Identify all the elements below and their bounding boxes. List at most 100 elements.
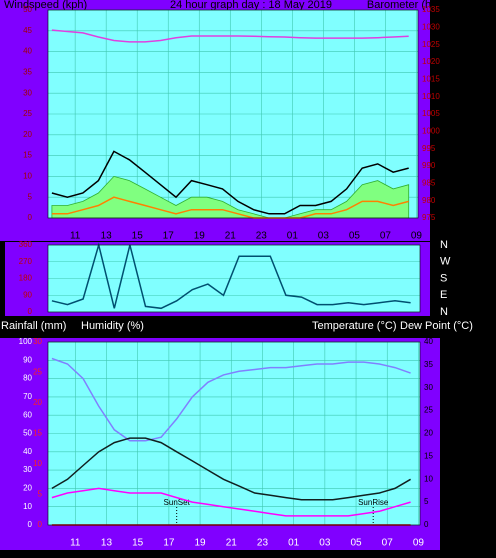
y-tick-label: 90	[23, 355, 32, 364]
x-tick-label: 13	[101, 231, 113, 242]
y-tick-label: 60	[23, 410, 32, 419]
y2-tick-label: 15	[424, 451, 433, 460]
y2-tick-label: 1025	[422, 40, 440, 49]
y-tick-label: 15	[23, 151, 32, 160]
x-tick-label: 21	[226, 538, 238, 549]
y2-tick-label: 980	[422, 196, 436, 205]
y2-tick-label: 35	[424, 360, 433, 369]
x-tick-label: 03	[318, 231, 330, 242]
x-tick-label: 03	[319, 538, 331, 549]
y2-tick-label: E	[440, 289, 447, 301]
x-tick-label: 23	[257, 538, 269, 549]
y2-tick-label: S	[440, 272, 447, 284]
y-tick-label: 100	[19, 337, 33, 346]
y-tick-label: 10	[23, 502, 32, 511]
y-tick-label: 45	[23, 26, 32, 35]
plot-border	[47, 244, 421, 313]
y2-label: Barometer (hpa)	[367, 0, 447, 11]
y-label: Humidity (%)	[81, 320, 144, 332]
area	[51, 175, 410, 219]
y2-tick-label: 30	[424, 383, 433, 392]
y-tick-label: 30	[23, 465, 32, 474]
y2-tick-label: 1000	[422, 126, 440, 135]
plot-border	[47, 341, 421, 526]
x-tick-label: 17	[163, 538, 175, 549]
line	[51, 196, 409, 219]
y2-tick-label: 1010	[422, 92, 440, 101]
y2-tick-label: 985	[422, 178, 436, 187]
y-tick-label: 0	[28, 307, 33, 316]
y-tick-label: 270	[19, 257, 33, 266]
y2-tick-label: W	[440, 256, 451, 268]
y3-tick-label: 25	[33, 368, 42, 377]
y2-tick-label: N	[440, 306, 448, 318]
y-tick-label: 0	[28, 213, 33, 222]
y3-tick-label: 30	[33, 337, 42, 346]
line	[51, 487, 411, 517]
y3-tick-label: 20	[33, 398, 42, 407]
x-tick-label: 15	[132, 538, 144, 549]
y-tick-label: 35	[23, 68, 32, 77]
rain-label: Rainfall (mm)	[1, 320, 66, 332]
x-tick-label: 09	[413, 538, 425, 549]
y-tick-label: 70	[23, 392, 32, 401]
y2-tick-label: 1020	[422, 57, 440, 66]
x-tick-label: 13	[101, 538, 113, 549]
x-tick-label: 23	[256, 231, 268, 242]
line	[51, 357, 411, 442]
x-tick-label: 11	[70, 538, 81, 549]
line	[51, 437, 411, 501]
y2-tick-label: 995	[422, 144, 436, 153]
y-tick-label: 5	[28, 192, 33, 201]
y2-tick-label: 5	[424, 497, 429, 506]
y2-tick-label: 1035	[422, 5, 440, 14]
y-tick-label: 50	[23, 429, 32, 438]
plot-border	[47, 9, 419, 219]
y2-tick-label: 25	[424, 406, 433, 415]
y2-tick-label: 1005	[422, 109, 440, 118]
y-tick-label: 20	[23, 130, 32, 139]
x-tick-label: 15	[132, 231, 144, 242]
line	[51, 242, 411, 310]
annotation-label: SunSet	[164, 498, 191, 507]
line	[51, 29, 409, 43]
y2-label: Temperature (°C)	[312, 320, 396, 332]
x-tick-label: 05	[349, 231, 361, 242]
y-tick-label: 360	[19, 240, 33, 249]
x-tick-label: 09	[411, 231, 423, 242]
y2-label: Dew Point (°C)	[400, 320, 473, 332]
x-tick-label: 21	[225, 231, 237, 242]
x-tick-label: 19	[194, 231, 206, 242]
y2-tick-label: 1015	[422, 74, 440, 83]
y3-tick-label: 15	[33, 429, 42, 438]
y-tick-label: 50	[23, 5, 32, 14]
x-tick-label: 05	[350, 538, 362, 549]
y2-tick-label: N	[440, 239, 448, 251]
y2-tick-label: 10	[424, 474, 433, 483]
y3-tick-label: 0	[38, 520, 43, 529]
y-tick-label: 25	[23, 109, 32, 118]
x-tick-label: 07	[380, 231, 392, 242]
y2-tick-label: 975	[422, 213, 436, 222]
y2-tick-label: 20	[424, 429, 433, 438]
x-tick-label: 17	[163, 231, 175, 242]
x-tick-label: 11	[70, 231, 81, 242]
y-tick-label: 80	[23, 374, 32, 383]
y-tick-label: 180	[19, 274, 33, 283]
y-tick-label: 10	[23, 172, 32, 181]
y-tick-label: 20	[23, 484, 32, 493]
y2-tick-label: 990	[422, 161, 436, 170]
y2-tick-label: 40	[424, 337, 433, 346]
y-tick-label: 40	[23, 47, 32, 56]
x-tick-label: 07	[382, 538, 394, 549]
annotation-label: SunRise	[358, 498, 389, 507]
y-label: Windspeed (kph)	[4, 0, 87, 11]
y-tick-label: 30	[23, 88, 32, 97]
line	[51, 150, 409, 215]
y3-tick-label: 10	[33, 459, 42, 468]
x-tick-label: 01	[288, 538, 300, 549]
y2-tick-label: 1030	[422, 22, 440, 31]
y3-tick-label: 5	[38, 490, 43, 499]
x-tick-label: 19	[195, 538, 207, 549]
